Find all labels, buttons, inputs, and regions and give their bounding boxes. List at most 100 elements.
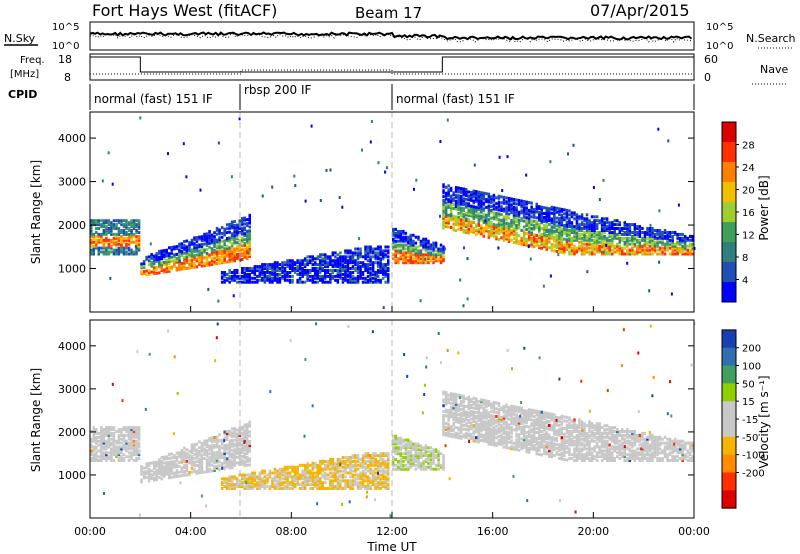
scatter-cell <box>220 483 224 487</box>
scatter-cell <box>600 229 604 232</box>
noise-cell <box>525 173 528 177</box>
scatter-cell <box>626 248 629 252</box>
scatter-cell <box>331 458 335 461</box>
scatter-cell <box>180 474 184 478</box>
scatter-cell <box>120 431 123 435</box>
scatter-cell <box>676 250 679 254</box>
scatter-cell <box>379 280 382 284</box>
scatter-cell <box>530 242 533 246</box>
scatter-cell <box>341 473 345 477</box>
scatter-cell <box>188 241 191 245</box>
scatter-cell <box>233 247 236 251</box>
scatter-cell <box>107 437 111 441</box>
scatter-cell <box>502 229 506 233</box>
scatter-cell <box>470 210 473 214</box>
scatter-cell <box>132 232 136 236</box>
scatter-cell <box>213 455 216 459</box>
scatter-cell <box>195 464 199 467</box>
scatter-cell <box>90 449 93 453</box>
scatter-cell <box>311 475 314 479</box>
scatter-cell <box>661 236 664 240</box>
scatter-cell <box>475 209 478 213</box>
scatter-cell <box>359 271 362 274</box>
scatter-cell <box>502 223 506 227</box>
scatter-cell <box>613 223 616 227</box>
scatter-cell <box>540 246 543 250</box>
scatter-cell <box>341 255 345 259</box>
scatter-cell <box>621 236 624 240</box>
scatter-cell <box>130 248 133 252</box>
scatter-cell <box>527 238 531 242</box>
scatter-cell <box>331 265 335 269</box>
scatter-cell <box>520 219 523 223</box>
scatter-cell <box>90 443 93 447</box>
scatter-cell <box>495 223 498 227</box>
scatter-cell <box>225 252 229 256</box>
scatter-cell <box>155 478 158 482</box>
scatter-cell <box>525 237 528 241</box>
scatter-cell <box>643 248 647 252</box>
scatter-cell <box>414 249 418 253</box>
scatter-cell <box>243 460 246 464</box>
scatter-cell <box>666 244 669 248</box>
scatter-cell <box>97 219 100 223</box>
scatter-cell <box>130 426 133 430</box>
scatter-cell <box>376 463 380 467</box>
scatter-cell <box>412 446 415 450</box>
scatter-cell <box>482 219 486 223</box>
scatter-cell <box>248 235 251 239</box>
scatter-cell <box>525 224 528 227</box>
scatter-cell <box>276 471 279 475</box>
scatter-cell <box>130 225 133 229</box>
scatter-cell <box>223 274 226 278</box>
scatter-cell <box>183 247 186 251</box>
noise-cell <box>658 209 661 213</box>
scatter-cell <box>512 217 516 221</box>
scatter-cell <box>339 473 342 477</box>
scatter-cell <box>608 244 611 248</box>
scatter-cell <box>152 272 156 276</box>
scatter-cell <box>276 276 279 280</box>
scatter-cell <box>158 255 161 259</box>
scatter-cell <box>560 217 564 221</box>
scatter-cell <box>122 447 126 451</box>
scatter-cell <box>152 258 156 262</box>
sky-left-label: N.Sky <box>4 32 36 45</box>
scatter-cell <box>233 224 236 227</box>
scatter-cell <box>329 485 332 489</box>
scatter-cell <box>407 255 410 259</box>
scatter-cell <box>374 454 377 458</box>
scatter-cell <box>329 272 332 276</box>
scatter-cell <box>336 257 340 261</box>
scatter-cell <box>409 257 413 261</box>
scatter-cell <box>341 269 345 272</box>
scatter-cell <box>100 449 103 453</box>
scatter-cell <box>442 226 445 230</box>
scatter-cell <box>397 233 400 237</box>
scatter-cell <box>278 475 282 479</box>
scatter-cell <box>575 236 579 240</box>
scatter-cell <box>135 234 138 238</box>
scatter-cell <box>412 241 415 245</box>
scatter-cell <box>241 445 244 449</box>
scatter-cell <box>97 250 100 254</box>
scatter-cell <box>392 434 395 438</box>
scatter-cell <box>105 443 108 447</box>
scatter-cell <box>356 485 360 489</box>
scatter-cell <box>246 446 249 450</box>
scatter-cell <box>608 240 611 244</box>
scatter-cell <box>135 252 138 256</box>
scatter-cell <box>319 479 322 483</box>
scatter-cell <box>238 246 241 250</box>
scatter-cell <box>198 459 201 463</box>
scatter-cell <box>560 231 564 235</box>
scatter-cell <box>379 265 382 269</box>
scatter-cell <box>356 269 360 272</box>
scatter-cell <box>180 265 184 269</box>
scatter-cell <box>442 218 445 222</box>
scatter-cell <box>288 278 292 282</box>
scatter-cell <box>462 209 465 212</box>
scatter-cell <box>568 234 571 238</box>
scatter-cell <box>303 487 307 490</box>
scatter-cell <box>127 246 131 250</box>
